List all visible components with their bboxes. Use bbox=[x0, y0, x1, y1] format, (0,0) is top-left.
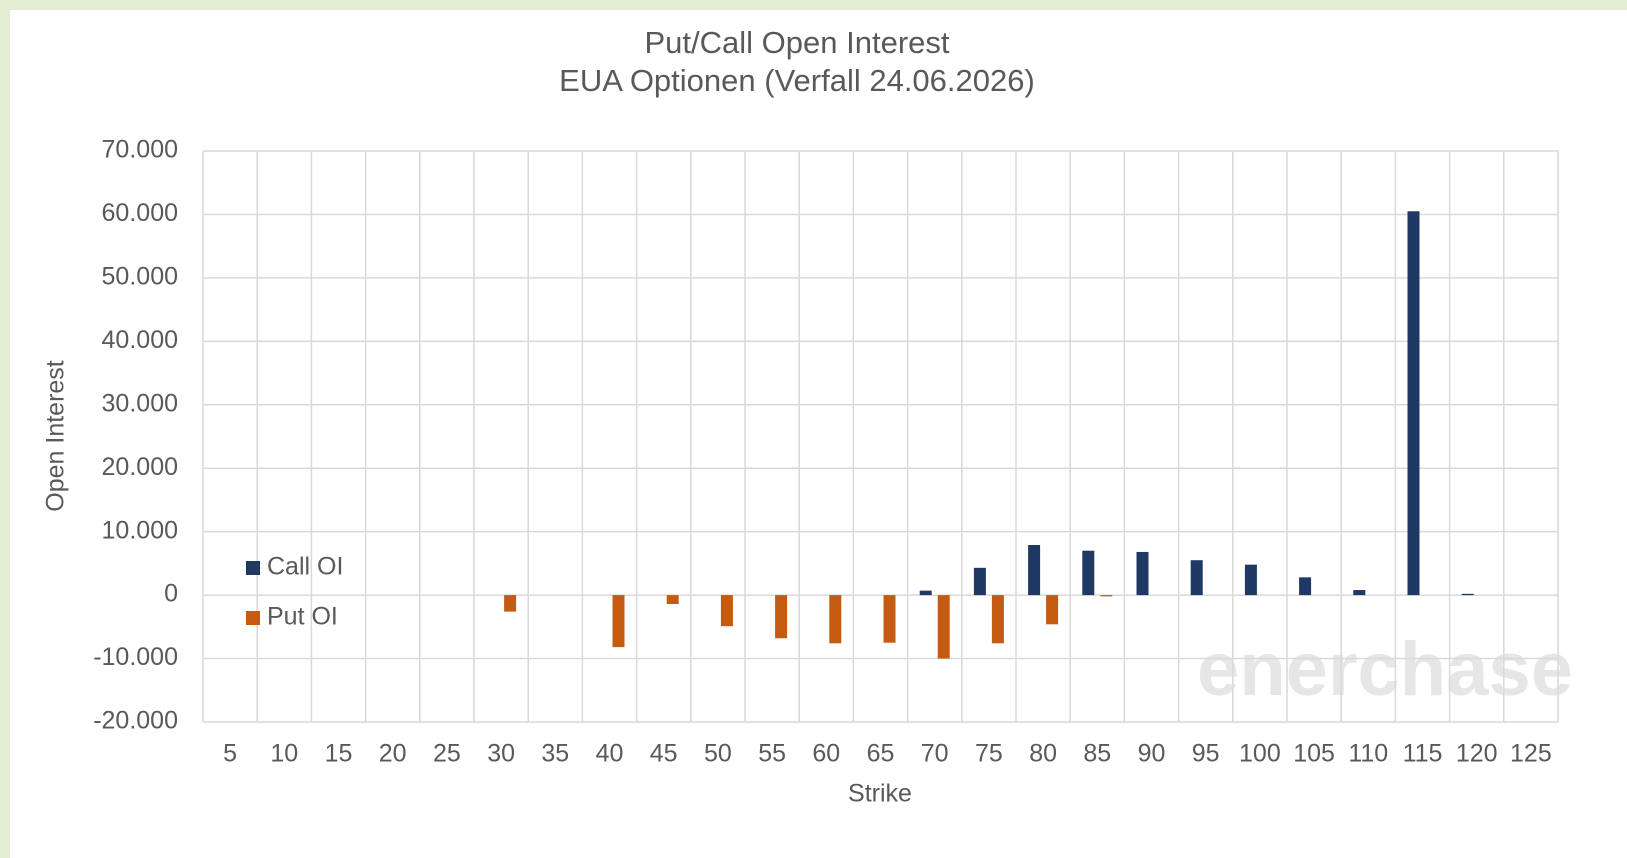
x-tick-label: 120 bbox=[1456, 740, 1498, 768]
x-tick-label: 80 bbox=[1029, 740, 1057, 768]
x-tick-label: 105 bbox=[1293, 740, 1335, 768]
x-tick-label: 90 bbox=[1138, 740, 1166, 768]
x-tick-label: 5 bbox=[223, 740, 237, 768]
bar bbox=[1190, 560, 1203, 596]
bar bbox=[1299, 577, 1312, 596]
legend-label: Call OI bbox=[267, 553, 343, 581]
bar bbox=[991, 595, 1004, 644]
x-tick-label: 40 bbox=[596, 740, 624, 768]
legend-label: Put OI bbox=[267, 603, 338, 631]
bar bbox=[1100, 595, 1113, 597]
bar bbox=[1407, 211, 1420, 596]
x-tick-label: 20 bbox=[379, 740, 407, 768]
legend-swatch bbox=[246, 561, 260, 575]
x-tick-label: 75 bbox=[975, 740, 1003, 768]
watermark: enerchase bbox=[1197, 627, 1573, 712]
bar bbox=[937, 595, 950, 659]
x-tick-label: 50 bbox=[704, 740, 732, 768]
y-axis-title: Open Interest bbox=[42, 360, 70, 512]
x-tick-label: 35 bbox=[541, 740, 569, 768]
bar bbox=[973, 567, 986, 596]
y-tick-label: -10.000 bbox=[93, 643, 178, 671]
bar bbox=[829, 595, 842, 644]
y-tick-label: 60.000 bbox=[102, 199, 178, 227]
x-tick-label: 25 bbox=[433, 740, 461, 768]
bar bbox=[612, 595, 625, 648]
y-tick-label: -20.000 bbox=[93, 707, 178, 735]
bar bbox=[504, 595, 517, 612]
x-tick-label: 10 bbox=[270, 740, 298, 768]
x-tick-label: 115 bbox=[1403, 740, 1443, 768]
x-tick-label: 45 bbox=[650, 740, 678, 768]
bar bbox=[1353, 590, 1366, 596]
bar bbox=[1082, 550, 1095, 596]
x-tick-label: 55 bbox=[758, 740, 786, 768]
bar bbox=[1461, 593, 1474, 596]
y-tick-label: 50.000 bbox=[102, 262, 178, 290]
bar bbox=[666, 595, 679, 604]
bar bbox=[919, 590, 932, 596]
bar bbox=[775, 595, 788, 639]
x-tick-label: 125 bbox=[1510, 740, 1552, 768]
bar bbox=[1028, 544, 1041, 596]
legend-swatch bbox=[246, 611, 260, 625]
x-tick-label: 95 bbox=[1192, 740, 1220, 768]
y-tick-label: 40.000 bbox=[102, 326, 178, 354]
x-tick-label: 100 bbox=[1239, 740, 1281, 768]
x-axis-title: Strike bbox=[848, 780, 912, 808]
x-tick-label: 110 bbox=[1348, 740, 1388, 768]
y-tick-label: 30.000 bbox=[102, 389, 178, 417]
x-tick-label: 15 bbox=[325, 740, 353, 768]
y-tick-label: 20.000 bbox=[102, 453, 178, 481]
chart-subtitle: EUA Optionen (Verfall 24.06.2026) bbox=[559, 63, 1035, 98]
x-tick-label: 85 bbox=[1083, 740, 1111, 768]
y-tick-label: 70.000 bbox=[102, 136, 178, 164]
x-tick-label: 70 bbox=[921, 740, 949, 768]
x-tick-label: 60 bbox=[812, 740, 840, 768]
chart-background bbox=[10, 10, 1627, 858]
bar bbox=[1244, 564, 1257, 596]
bar bbox=[720, 595, 733, 627]
bar bbox=[883, 595, 896, 643]
y-tick-label: 0 bbox=[164, 580, 178, 608]
chart-title: Put/Call Open Interest bbox=[645, 25, 950, 60]
bar bbox=[1136, 551, 1149, 596]
x-tick-label: 65 bbox=[867, 740, 895, 768]
bar bbox=[1046, 595, 1059, 625]
x-tick-label: 30 bbox=[487, 740, 515, 768]
y-tick-label: 10.000 bbox=[102, 516, 178, 544]
